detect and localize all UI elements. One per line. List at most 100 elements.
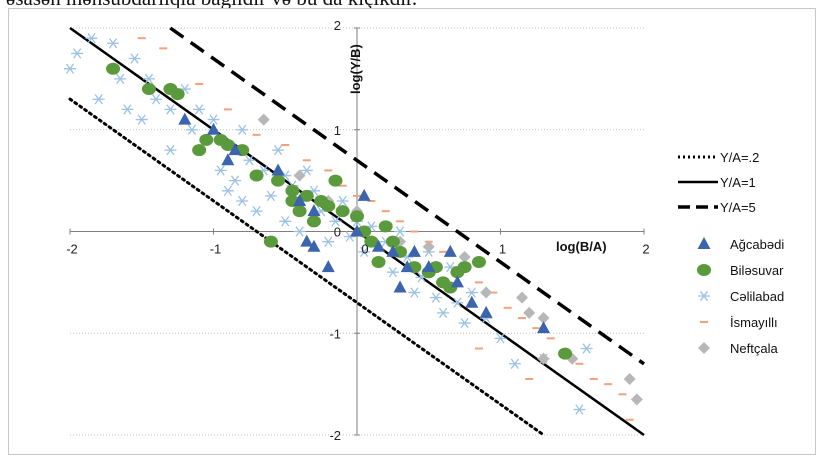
data-point <box>300 165 313 176</box>
data-point <box>299 189 314 202</box>
data-point <box>128 53 141 64</box>
data-point <box>537 321 551 334</box>
top-text: əsasən mənsubdarlıqla bağlıdır və bu da … <box>6 0 417 11</box>
legend-label: Cəlilabad <box>730 289 784 304</box>
data-point <box>450 275 464 288</box>
data-point <box>221 185 234 196</box>
data-point <box>408 287 421 298</box>
data-point <box>221 153 235 166</box>
data-point <box>443 244 457 257</box>
data-point <box>385 235 400 248</box>
data-point <box>192 144 207 157</box>
y-tick-label: -2 <box>329 428 341 443</box>
reference-line <box>169 26 646 366</box>
data-point <box>457 261 472 274</box>
data-point <box>422 260 436 273</box>
legend-marker <box>697 264 711 276</box>
data-point <box>371 256 386 269</box>
y-tick-label: 0 <box>334 225 341 240</box>
legend: Y/A=.2 Y/A=1 Y/A=5 Ağcabədi Biləsuvar Cəlilab… <box>678 150 784 356</box>
data-point <box>630 393 643 406</box>
data-point <box>364 235 379 248</box>
data-point <box>185 124 198 135</box>
x-axis-label: log(B/A) <box>556 239 607 254</box>
data-point <box>458 317 471 329</box>
data-point <box>537 352 550 365</box>
data-point <box>263 235 278 248</box>
data-point <box>141 83 156 96</box>
data-point <box>336 195 349 207</box>
data-point <box>400 260 414 273</box>
data-point <box>422 240 435 253</box>
data-point <box>64 63 76 74</box>
y-axis-label: log(Y/B) <box>348 44 363 94</box>
data-point <box>321 260 335 273</box>
data-points <box>64 32 643 421</box>
x-tick-label: -2 <box>66 242 78 257</box>
data-point <box>335 205 350 218</box>
data-point <box>106 62 121 75</box>
data-point <box>228 143 242 156</box>
x-tick-label: 2 <box>642 242 649 257</box>
y-tick-label: 2 <box>334 18 341 33</box>
data-point <box>170 88 185 101</box>
data-point <box>465 295 479 308</box>
legend-label: İsmayıllı <box>730 315 778 330</box>
data-point <box>279 216 292 227</box>
data-point <box>537 311 550 324</box>
data-point <box>178 112 192 125</box>
data-point <box>494 333 507 344</box>
reference-line <box>68 97 546 437</box>
data-point <box>372 239 386 252</box>
data-point <box>193 104 206 115</box>
data-point <box>573 404 586 415</box>
data-point <box>92 94 105 105</box>
data-point <box>321 200 336 213</box>
data-point <box>508 358 521 369</box>
data-point <box>285 184 300 197</box>
data-point <box>71 48 84 59</box>
data-point <box>107 38 120 49</box>
data-point <box>264 190 277 202</box>
data-point <box>300 234 314 247</box>
data-point <box>350 224 364 237</box>
data-point <box>85 32 98 44</box>
legend-label: Ağcabədi <box>730 237 784 252</box>
legend-label: Biləsuvar <box>730 263 784 278</box>
data-point <box>458 250 471 263</box>
data-point <box>114 73 127 85</box>
data-point <box>322 236 335 247</box>
data-point <box>350 210 364 223</box>
data-point <box>328 174 343 187</box>
data-point <box>558 347 573 360</box>
data-point <box>236 195 249 207</box>
legend-label: Neftçala <box>730 341 778 356</box>
data-point <box>516 291 529 304</box>
data-point <box>386 267 399 278</box>
data-point <box>307 239 321 252</box>
legend-marker <box>697 237 711 249</box>
data-point <box>393 280 407 293</box>
legend-marker <box>698 290 710 302</box>
x-tick-label: 1 <box>499 242 506 257</box>
data-point <box>378 220 393 233</box>
data-point <box>429 292 442 303</box>
data-point <box>293 226 306 237</box>
data-point <box>207 114 220 125</box>
data-point <box>465 287 478 298</box>
data-point <box>142 73 155 85</box>
data-point <box>623 373 636 386</box>
data-point <box>243 155 256 166</box>
data-point <box>307 204 321 217</box>
data-point <box>164 144 177 156</box>
x-tick-label: -1 <box>210 242 222 257</box>
data-point <box>229 175 242 186</box>
data-point <box>220 139 235 152</box>
data-point <box>214 165 227 176</box>
data-point <box>207 122 220 135</box>
data-point <box>394 226 407 237</box>
data-point <box>293 193 307 206</box>
y-tick-label: -1 <box>329 326 341 341</box>
data-point <box>199 133 214 146</box>
